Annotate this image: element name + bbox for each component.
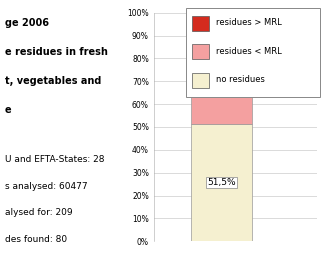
Text: 51,5%: 51,5% (208, 178, 236, 187)
Bar (191, 123, 252, 241)
Text: U and EFTA-States: 28: U and EFTA-States: 28 (5, 155, 104, 164)
Bar (191, 13, 252, 23)
Text: t, vegetables and: t, vegetables and (5, 76, 101, 86)
Text: 43,8%: 43,8% (208, 69, 236, 78)
Text: ge 2006: ge 2006 (5, 18, 49, 28)
Text: no residues: no residues (216, 75, 265, 84)
Bar (191, 23, 252, 123)
Text: 4,7%: 4,7% (211, 13, 233, 23)
Bar (192, 73, 209, 88)
Text: residues > MRL: residues > MRL (216, 18, 282, 27)
Text: e: e (5, 105, 11, 115)
Text: des found: 80: des found: 80 (5, 235, 67, 244)
Bar (192, 16, 209, 31)
Bar (192, 44, 209, 59)
Text: alysed for: 209: alysed for: 209 (5, 208, 72, 217)
Text: s analysed: 60477: s analysed: 60477 (5, 182, 87, 190)
FancyBboxPatch shape (186, 8, 320, 97)
Text: residues < MRL: residues < MRL (216, 47, 282, 56)
Text: e residues in fresh: e residues in fresh (5, 47, 108, 57)
